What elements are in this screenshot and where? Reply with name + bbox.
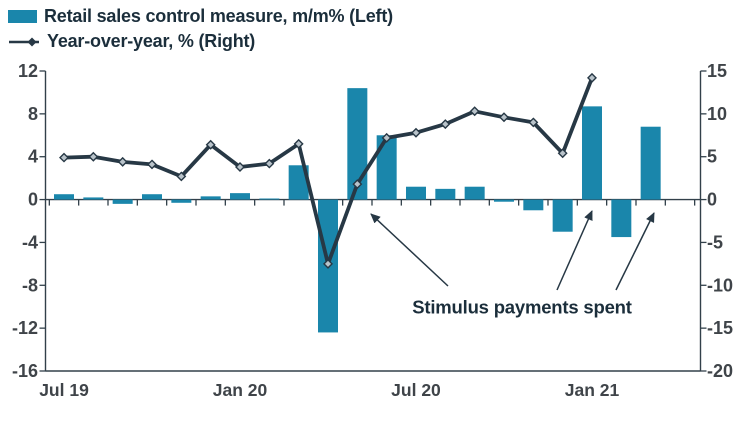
bar-Mar-20 (288, 165, 309, 200)
left-axis-tick-label: 8 (28, 104, 38, 124)
x-axis-label: Jul 20 (391, 380, 441, 400)
right-axis-tick-label: 15 (707, 61, 727, 81)
bar-Jul-19 (54, 194, 74, 200)
legend-item-bar-series: Retail sales control measure, m/m% (Left… (8, 4, 393, 29)
bar-Dec-20 (552, 199, 573, 232)
bar-Nov-20 (523, 199, 544, 211)
line-marker (293, 138, 304, 149)
bar-Feb-21 (611, 199, 632, 238)
line-marker (205, 139, 216, 150)
right-axis-tick-label: -5 (707, 232, 723, 252)
x-axis-label: Jan 21 (565, 380, 620, 400)
line-marker (176, 171, 187, 182)
line-marker (440, 119, 451, 130)
left-axis-tick-label: -4 (22, 232, 38, 252)
bar-May-20 (347, 88, 368, 200)
bar-Oct-19 (141, 194, 162, 200)
line-marker (147, 159, 157, 170)
line-marker (587, 72, 597, 83)
bar-Feb-20 (259, 198, 280, 200)
annotation-text: Stimulus payments spent (412, 297, 632, 318)
line-marker (88, 151, 99, 162)
right-axis-tick-label: 5 (707, 147, 717, 167)
bar-Dec-19 (200, 196, 221, 200)
legend: Retail sales control measure, m/m% (Left… (8, 4, 393, 54)
bar-Jun-20 (376, 135, 397, 200)
line-marker (235, 162, 245, 172)
line-series-swatch-icon (8, 35, 40, 49)
left-axis-tick-label: 0 (28, 190, 38, 210)
right-axis-tick-label: 10 (707, 104, 727, 124)
bar-Aug-19 (83, 197, 104, 200)
stimulus-arrow (615, 212, 655, 291)
line-marker (528, 117, 539, 128)
left-axis-tick-label: 4 (28, 147, 38, 167)
bar-Sep-19 (112, 199, 133, 204)
left-axis-tick-label: 12 (18, 61, 38, 81)
bar-Jan-20 (229, 193, 250, 200)
line-marker (352, 179, 363, 190)
line-marker (117, 156, 128, 167)
stimulus-arrow (370, 213, 449, 287)
bar-series-label: Retail sales control measure, m/m% (Left… (44, 6, 393, 26)
left-axis-tick-label: -12 (12, 318, 38, 338)
x-axis-label: Jul 19 (39, 380, 89, 400)
bar-series-swatch-icon (8, 10, 37, 23)
line-marker (264, 158, 275, 169)
bar-Nov-19 (171, 199, 192, 203)
legend-item-line-series: Year-over-year, % (Right) (8, 29, 393, 54)
bar-Jul-20 (405, 186, 426, 200)
line-marker (557, 148, 568, 159)
right-axis-tick-label: -20 (707, 361, 733, 381)
line-marker (381, 132, 392, 143)
line-marker (499, 112, 509, 123)
left-axis-tick-label: -16 (12, 361, 38, 381)
bar-Oct-20 (493, 199, 514, 202)
bar-Mar-21 (640, 126, 661, 200)
line-marker (469, 106, 480, 117)
bar-Aug-20 (435, 188, 456, 200)
bar-Sep-20 (464, 186, 485, 200)
bar-Jan-21 (581, 106, 602, 200)
right-axis-tick-label: -15 (707, 318, 733, 338)
right-axis-tick-label: -10 (707, 275, 733, 295)
line-series-label: Year-over-year, % (Right) (47, 31, 256, 51)
left-axis-tick-label: -8 (22, 275, 38, 295)
right-axis-tick-label: 0 (707, 190, 717, 210)
line-marker (323, 258, 333, 269)
x-axis-label: Jan 20 (213, 380, 268, 400)
stimulus-arrow (556, 210, 593, 291)
line-marker (411, 127, 421, 138)
line-marker (59, 152, 69, 163)
